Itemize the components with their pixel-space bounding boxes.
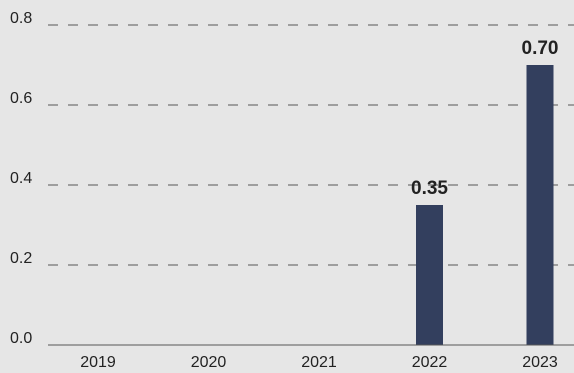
bar bbox=[416, 205, 443, 345]
x-tick-label: 2020 bbox=[191, 354, 227, 371]
value-label: 0.35 bbox=[411, 178, 448, 199]
y-tick-label: 0.8 bbox=[10, 10, 32, 27]
y-tick-label: 0.0 bbox=[10, 330, 32, 347]
y-tick-label: 0.4 bbox=[10, 170, 32, 187]
x-tick-label: 2023 bbox=[522, 354, 558, 371]
bar bbox=[526, 65, 554, 345]
y-tick-label: 0.6 bbox=[10, 90, 32, 107]
y-tick-label: 0.2 bbox=[10, 250, 32, 267]
x-tick-label: 2021 bbox=[301, 354, 337, 371]
x-tick-label: 2022 bbox=[412, 354, 448, 371]
x-tick-label: 2019 bbox=[80, 354, 116, 371]
value-label: 0.70 bbox=[522, 38, 559, 59]
